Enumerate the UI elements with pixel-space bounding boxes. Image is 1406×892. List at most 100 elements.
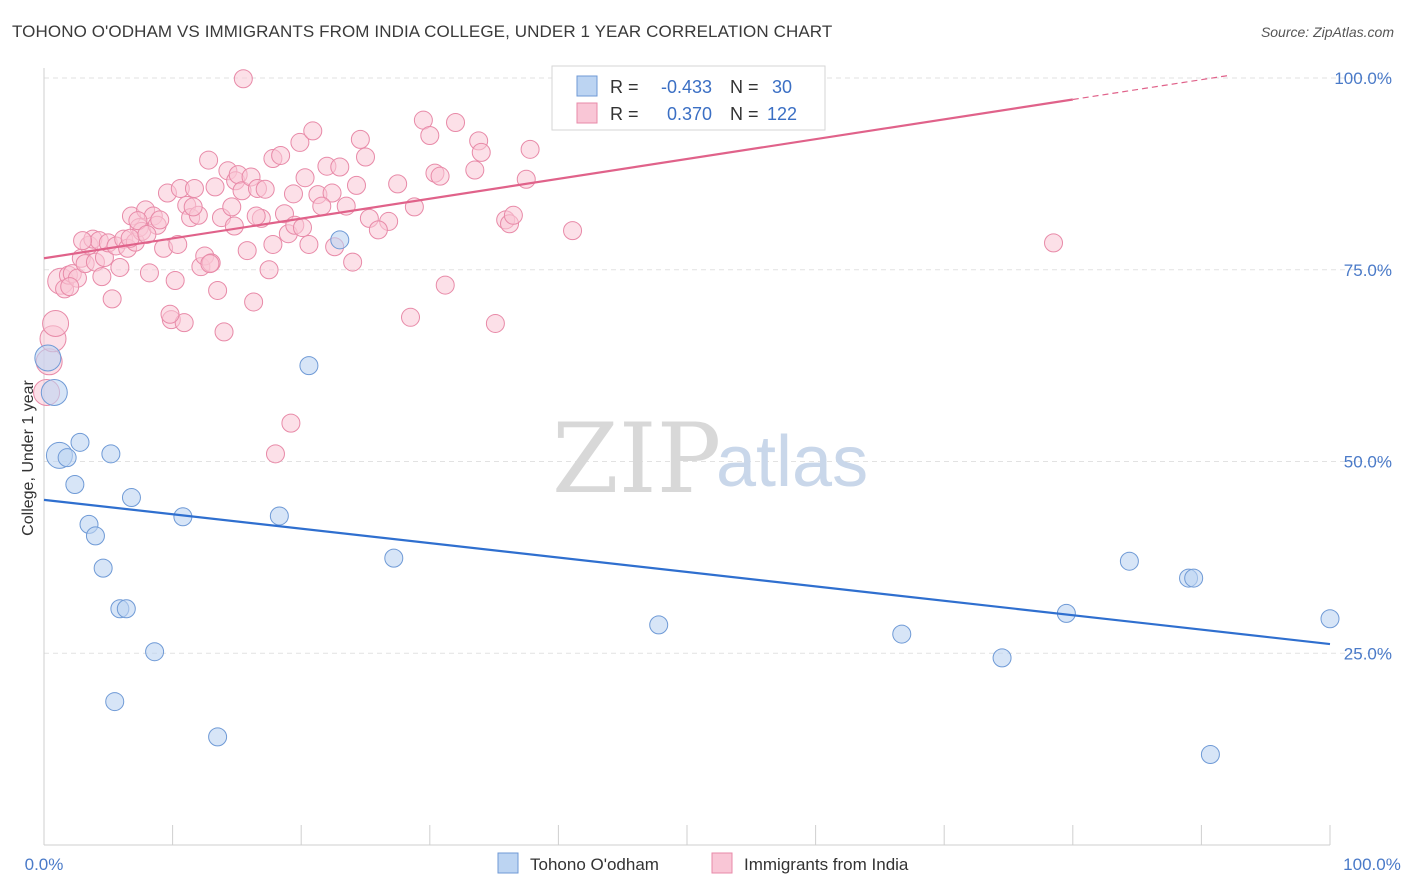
series-immigrants-from-india bbox=[33, 69, 1064, 464]
point-tohono-oodham bbox=[1184, 568, 1204, 588]
point-tohono-oodham bbox=[649, 615, 669, 635]
x-tick-label-max: 100.0% bbox=[1343, 855, 1401, 874]
point-immigrants-from-india bbox=[356, 147, 375, 167]
point-immigrants-from-india bbox=[290, 132, 310, 152]
point-immigrants-from-india bbox=[299, 234, 319, 254]
point-immigrants-from-india bbox=[295, 168, 315, 188]
point-immigrants-from-india bbox=[244, 292, 264, 312]
bottom-legend-swatch-blue bbox=[497, 852, 519, 874]
y-axis-label: College, Under 1 year bbox=[20, 380, 37, 536]
legend-r-label: R = bbox=[610, 77, 639, 97]
point-immigrants-from-india bbox=[199, 150, 219, 170]
point-tohono-oodham bbox=[40, 378, 68, 406]
legend-box: R = -0.433 N = 30 R = 0.370 N = 122 bbox=[551, 65, 826, 131]
point-immigrants-from-india bbox=[263, 234, 283, 254]
point-immigrants-from-india bbox=[271, 145, 291, 165]
point-immigrants-from-india bbox=[205, 177, 225, 197]
point-immigrants-from-india bbox=[102, 289, 122, 309]
point-tohono-oodham bbox=[70, 432, 90, 452]
point-immigrants-from-india bbox=[563, 221, 583, 241]
point-immigrants-from-india bbox=[233, 69, 253, 89]
point-immigrants-from-india bbox=[322, 183, 342, 203]
legend-n-label: N = bbox=[730, 77, 759, 97]
series-tohono-oodham bbox=[34, 230, 1340, 764]
point-tohono-oodham bbox=[269, 506, 289, 526]
point-immigrants-from-india bbox=[208, 280, 228, 300]
legend-r-label: R = bbox=[610, 104, 639, 124]
point-tohono-oodham bbox=[892, 624, 912, 644]
y-axis-tick-labels: 25.0% 50.0% 75.0% 100.0% bbox=[1334, 69, 1392, 663]
legend-n-value: 30 bbox=[772, 77, 792, 97]
point-immigrants-from-india bbox=[368, 220, 388, 240]
point-immigrants-from-india bbox=[42, 309, 70, 337]
point-immigrants-from-india bbox=[350, 129, 370, 149]
point-immigrants-from-india bbox=[183, 197, 203, 217]
point-tohono-oodham bbox=[1119, 551, 1139, 571]
point-immigrants-from-india bbox=[435, 275, 455, 295]
point-tohono-oodham bbox=[992, 648, 1012, 668]
point-tohono-oodham bbox=[85, 526, 105, 546]
point-immigrants-from-india bbox=[168, 234, 188, 254]
point-tohono-oodham bbox=[1200, 744, 1220, 764]
trend-line-extension bbox=[1072, 75, 1228, 101]
point-tohono-oodham bbox=[208, 727, 228, 747]
point-immigrants-from-india bbox=[471, 142, 491, 162]
point-immigrants-from-india bbox=[200, 254, 220, 274]
point-immigrants-from-india bbox=[92, 267, 112, 287]
point-immigrants-from-india bbox=[420, 126, 440, 146]
point-tohono-oodham bbox=[384, 548, 404, 568]
point-immigrants-from-india bbox=[312, 196, 332, 216]
y-tick-label: 50.0% bbox=[1344, 453, 1392, 472]
point-immigrants-from-india bbox=[388, 174, 408, 194]
point-tohono-oodham bbox=[145, 642, 165, 662]
point-immigrants-from-india bbox=[446, 112, 466, 132]
point-immigrants-from-india bbox=[110, 257, 130, 277]
legend-r-value: 0.370 bbox=[667, 104, 712, 124]
point-immigrants-from-india bbox=[259, 260, 279, 280]
point-immigrants-from-india bbox=[292, 218, 312, 238]
legend-swatch-blue bbox=[576, 75, 598, 97]
point-immigrants-from-india bbox=[128, 211, 148, 231]
point-immigrants-from-india bbox=[343, 252, 363, 272]
trend-line-immigrants-from-india bbox=[43, 98, 1073, 260]
legend-r-value: -0.433 bbox=[661, 77, 712, 97]
bottom-legend-label: Immigrants from India bbox=[744, 855, 909, 874]
point-immigrants-from-india bbox=[265, 444, 285, 464]
point-immigrants-from-india bbox=[503, 205, 523, 225]
point-tohono-oodham bbox=[101, 444, 121, 464]
point-immigrants-from-india bbox=[430, 166, 450, 186]
point-tohono-oodham bbox=[93, 558, 113, 578]
point-immigrants-from-india bbox=[401, 307, 421, 327]
x-tick-label-min: 0.0% bbox=[25, 855, 64, 874]
point-immigrants-from-india bbox=[160, 304, 180, 324]
point-immigrants-from-india bbox=[520, 139, 540, 159]
point-immigrants-from-india bbox=[184, 178, 204, 198]
x-axis-ticks bbox=[43, 825, 1331, 845]
gridlines bbox=[44, 77, 1392, 654]
point-immigrants-from-india bbox=[224, 216, 244, 236]
point-immigrants-from-india bbox=[214, 322, 234, 342]
point-immigrants-from-india bbox=[174, 313, 194, 333]
point-immigrants-from-india bbox=[237, 241, 257, 261]
point-immigrants-from-india bbox=[255, 179, 275, 199]
point-tohono-oodham bbox=[330, 230, 350, 250]
point-immigrants-from-india bbox=[346, 175, 366, 195]
trend-line-tohono-oodham bbox=[43, 498, 1331, 646]
point-tohono-oodham bbox=[116, 599, 136, 619]
y-tick-label: 75.0% bbox=[1344, 261, 1392, 280]
trend-lines bbox=[43, 75, 1331, 646]
point-immigrants-from-india bbox=[222, 197, 242, 217]
bottom-legend-label: Tohono O'odham bbox=[530, 855, 659, 874]
point-immigrants-from-india bbox=[246, 206, 266, 226]
point-tohono-oodham bbox=[1320, 609, 1340, 629]
point-tohono-oodham bbox=[121, 488, 141, 508]
watermark-atlas: atlas bbox=[716, 422, 868, 502]
bottom-legend: Tohono O'odham Immigrants from India bbox=[497, 852, 909, 874]
legend-swatch-pink bbox=[576, 102, 598, 124]
point-immigrants-from-india bbox=[485, 313, 505, 333]
source-credit: Source: ZipAtlas.com bbox=[1260, 24, 1394, 40]
point-tohono-oodham bbox=[65, 475, 85, 495]
chart-title: TOHONO O'ODHAM VS IMMIGRANTS FROM INDIA … bbox=[12, 22, 833, 41]
point-immigrants-from-india bbox=[150, 210, 170, 230]
